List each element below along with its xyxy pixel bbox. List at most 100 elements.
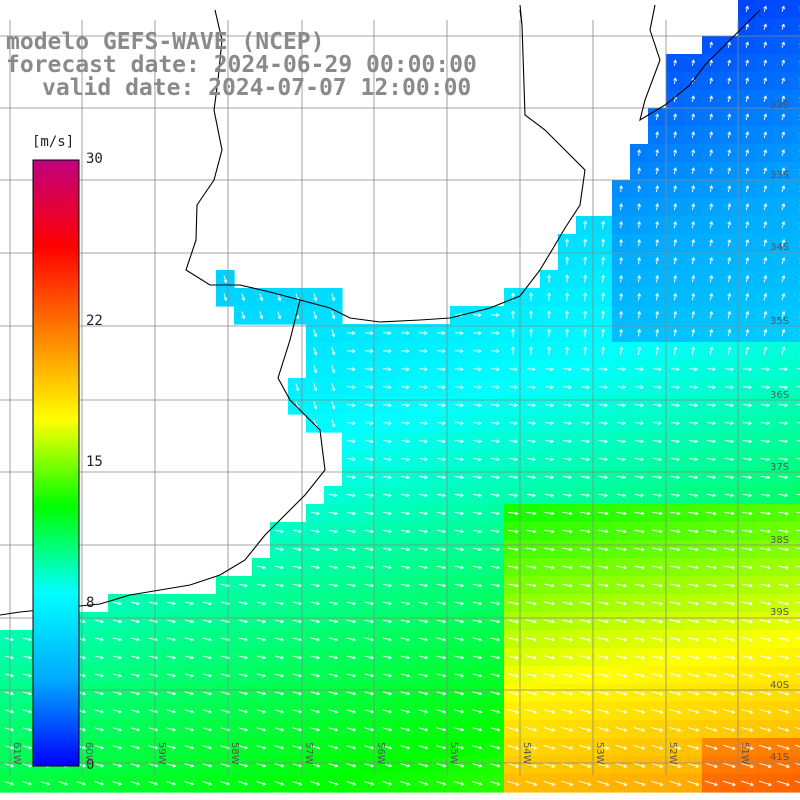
wind-arrow [727,274,732,283]
wind-arrow [274,691,285,696]
wind-arrow [472,763,483,768]
ocean-cell [792,468,800,487]
wind-arrow [223,275,228,284]
wind-arrow [652,421,663,426]
wind-arrow [328,511,338,516]
wind-arrow [277,311,282,320]
wind-arrow [619,185,624,193]
wind-arrow [490,691,501,696]
ocean-cell [792,306,800,325]
wind-arrow [758,744,772,750]
wind-arrow [436,763,447,768]
wind-arrow [256,619,267,624]
wind-arrow [256,565,267,570]
wind-arrow [346,457,356,462]
wind-arrow [742,457,753,462]
wind-arrow [579,762,592,768]
wind-arrow [598,457,609,462]
wind-arrow [655,310,660,319]
colorbar-tick-label: 22 [86,312,103,329]
wind-arrow [184,601,195,606]
wind-arrow [561,744,574,750]
wind-arrow [364,583,375,588]
wind-arrow [383,367,392,372]
wind-arrow [709,328,714,337]
wind-arrow [525,691,538,696]
wind-arrow [346,421,356,426]
wind-arrow [706,457,717,462]
wind-arrow [202,601,213,606]
colorbar-tick-label: 30 [86,151,103,167]
wind-arrow [580,493,591,498]
wind-arrow [292,529,302,534]
wind-arrow [637,310,642,319]
wind-arrow [292,637,303,642]
wind-arrow [634,421,645,426]
wind-arrow [310,763,321,768]
wind-arrow [763,185,768,193]
wind-arrow [615,744,628,750]
wind-arrow [777,583,790,588]
wind-arrow [777,709,790,714]
wind-arrow [579,619,592,624]
wind-arrow [400,475,410,480]
wind-arrow [687,691,700,696]
wind-arrow [722,780,736,787]
wind-arrow [454,439,464,444]
wind-arrow [400,727,411,732]
wind-arrow [310,601,321,606]
wind-arrow [400,493,410,498]
wind-arrow [490,493,501,498]
wind-arrow [346,547,357,552]
wind-arrow [256,691,267,696]
wind-arrow [364,457,374,462]
wind-arrow [687,547,699,552]
wind-arrow [490,601,501,606]
longitude-label: 54W [521,742,532,765]
wind-arrow [634,457,645,462]
wind-arrow [400,691,411,696]
wind-arrow [745,220,750,229]
wind-arrow [687,619,700,624]
wind-arrow [401,367,410,372]
wind-arrow [727,328,732,337]
wind-arrow [601,274,606,283]
wind-arrow [365,403,374,408]
wind-arrow [543,691,556,696]
wind-arrow [346,511,356,516]
wind-arrow [382,601,393,606]
wind-arrow [292,619,303,624]
wind-arrow [256,637,267,642]
wind-arrow [292,565,303,570]
wind-arrow [705,655,718,660]
wind-arrow [633,762,646,768]
wind-arrow [723,565,735,570]
wind-arrow [795,601,800,604]
wind-arrow [184,709,195,714]
longitude-label: 55W [448,742,459,765]
wind-arrow [529,310,533,319]
wind-arrow [544,529,555,534]
wind-arrow [637,238,642,247]
wind-arrow [763,95,768,103]
wind-arrow [94,727,105,732]
wind-arrow [526,547,537,552]
wind-arrow [561,762,574,768]
wind-arrow [418,673,429,678]
wind-arrow [454,673,465,678]
wind-arrow [436,709,447,714]
ocean-cell [792,414,800,433]
wind-arrow [580,367,590,372]
wind-arrow [727,256,732,265]
wind-arrow [346,673,357,678]
wind-arrow [94,637,105,642]
wind-arrow [472,475,483,480]
wind-arrow [400,745,411,750]
wind-arrow [544,475,555,480]
wind-arrow [777,637,790,642]
wind-arrow [794,762,800,766]
wind-arrow [655,346,660,356]
wind-arrow [22,727,33,732]
wind-arrow [741,673,754,678]
wind-arrow [709,292,714,301]
